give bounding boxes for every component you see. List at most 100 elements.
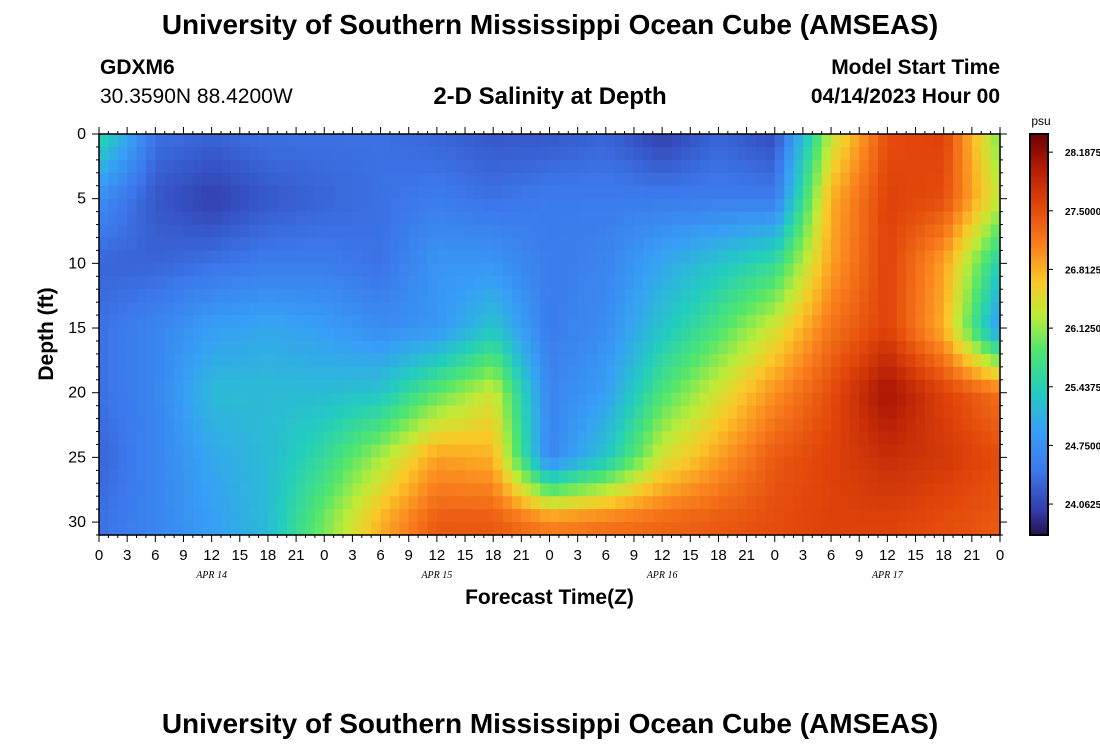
heatmap-cell: [324, 522, 335, 536]
heatmap-cell: [821, 211, 832, 226]
heatmap-cell: [577, 315, 588, 329]
heatmap-cell: [906, 431, 917, 446]
heatmap-cell: [305, 146, 316, 161]
heatmap-cell: [99, 353, 109, 368]
heatmap-cell: [643, 457, 654, 471]
heatmap-cell: [737, 315, 748, 329]
heatmap-cell: [380, 366, 391, 381]
heatmap-cell: [164, 444, 175, 458]
heatmap-cell: [192, 237, 203, 252]
heatmap-cell: [577, 159, 588, 174]
heatmap-cell: [924, 392, 935, 407]
heatmap-cell: [540, 340, 551, 355]
heatmap-cell: [680, 198, 691, 213]
heatmap-cell: [652, 444, 663, 458]
heatmap-cell: [699, 392, 710, 407]
heatmap-cell: [352, 353, 363, 368]
heatmap-cell: [343, 470, 354, 484]
heatmap-cell: [624, 470, 635, 484]
heatmap-cell: [755, 392, 766, 407]
heatmap-cell: [286, 302, 297, 316]
heatmap-cell: [896, 302, 907, 316]
x-tick-label: 3: [348, 547, 356, 564]
heatmap-cell: [737, 263, 748, 277]
heatmap-cell: [230, 379, 241, 394]
heatmap-cell: [361, 444, 372, 458]
heatmap-cell: [643, 353, 654, 368]
heatmap-cell: [671, 392, 682, 407]
heatmap-cell: [896, 366, 907, 381]
heatmap-cell: [361, 392, 372, 407]
heatmap-cell: [540, 405, 551, 420]
heatmap-cell: [896, 509, 907, 523]
heatmap-cell: [633, 431, 644, 446]
heatmap-cell: [202, 509, 213, 523]
heatmap-cell: [296, 237, 307, 252]
heatmap-cell: [465, 237, 476, 252]
heatmap-cell: [680, 483, 691, 497]
heatmap-cell: [324, 366, 335, 381]
heatmap-cell: [906, 353, 917, 368]
heatmap-cell: [962, 353, 973, 368]
heatmap-cell: [164, 457, 175, 471]
heatmap-cell: [380, 185, 391, 200]
heatmap-cell: [596, 172, 607, 187]
heatmap-cell: [953, 172, 964, 187]
heatmap-cell: [643, 198, 654, 213]
heatmap-cell: [164, 522, 175, 536]
heatmap-cell: [277, 353, 288, 368]
heatmap-cell: [511, 276, 522, 290]
heatmap-cell: [183, 392, 194, 407]
heatmap-cell: [511, 379, 522, 394]
heatmap-cell: [258, 315, 269, 329]
heatmap-cell: [558, 470, 569, 484]
heatmap-cell: [812, 211, 823, 226]
heatmap-cell: [99, 250, 109, 264]
heatmap-cell: [352, 185, 363, 200]
heatmap-cell: [877, 366, 888, 381]
heatmap-cell: [511, 263, 522, 277]
heatmap-cell: [605, 353, 616, 368]
heatmap-cell: [943, 185, 954, 200]
heatmap-cell: [605, 172, 616, 187]
heatmap-cell: [755, 328, 766, 342]
heatmap-cell: [221, 185, 231, 200]
x-tick-label: 6: [376, 547, 384, 564]
heatmap-cell: [258, 405, 269, 420]
heatmap-cell: [127, 522, 138, 536]
heatmap-cell: [164, 134, 175, 148]
heatmap-cell: [924, 328, 935, 342]
heatmap-cell: [802, 263, 813, 277]
heatmap-cell: [812, 509, 823, 523]
heatmap-cell: [596, 353, 607, 368]
heatmap-cell: [784, 444, 795, 458]
heatmap-cell: [859, 211, 870, 226]
heatmap-cell: [361, 418, 372, 433]
heatmap-cell: [877, 483, 888, 497]
heatmap-cell: [202, 470, 213, 484]
heatmap-cell: [418, 276, 429, 290]
heatmap-cell: [615, 366, 626, 381]
heatmap-cell: [990, 444, 1001, 458]
heatmap-cell: [530, 418, 541, 433]
heatmap-cell: [258, 224, 269, 239]
heatmap-cell: [699, 172, 710, 187]
heatmap-cell: [784, 483, 795, 497]
heatmap-cell: [821, 353, 832, 368]
heatmap-cell: [108, 172, 119, 187]
heatmap-cell: [802, 302, 813, 316]
heatmap-cell: [249, 289, 260, 303]
heatmap-cell: [812, 470, 823, 484]
heatmap-cell: [333, 211, 344, 226]
heatmap-cell: [305, 328, 316, 342]
heatmap-cell: [371, 496, 382, 510]
heatmap-cell: [953, 224, 964, 239]
heatmap-cell: [849, 392, 860, 407]
x-tick-label: 12: [879, 547, 896, 564]
heatmap-cell: [896, 276, 907, 290]
x-tick-label: 12: [429, 547, 446, 564]
heatmap-cell: [192, 315, 203, 329]
heatmap-cell: [718, 250, 729, 264]
heatmap-cell: [174, 328, 185, 342]
heatmap-cell: [221, 276, 231, 290]
